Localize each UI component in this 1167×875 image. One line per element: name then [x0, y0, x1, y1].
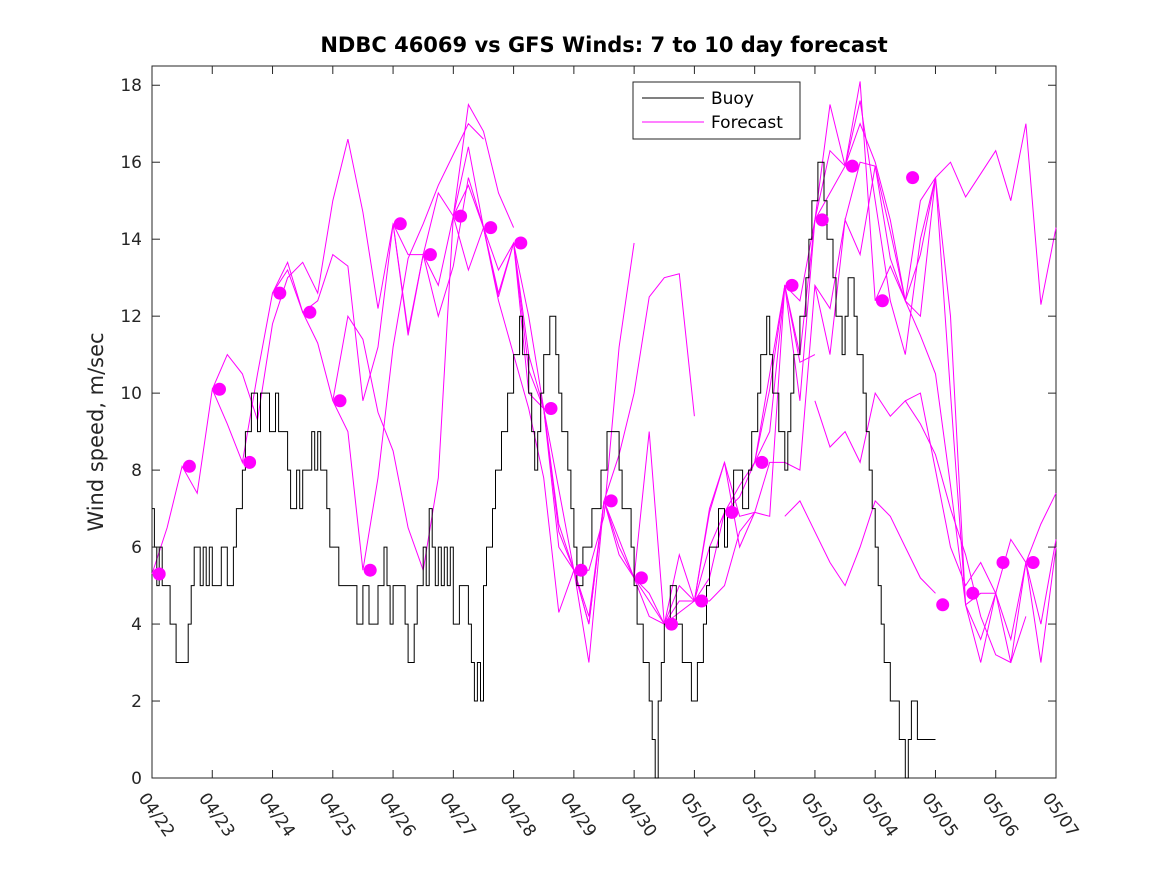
forecast-marker	[574, 563, 588, 577]
forecast-marker	[966, 586, 980, 600]
y-tick-label: 18	[120, 76, 142, 96]
y-tick-label: 0	[131, 769, 142, 789]
y-tick-label: 14	[120, 230, 142, 250]
forecast-marker	[695, 594, 709, 608]
y-tick-label: 8	[131, 461, 142, 481]
forecast-marker	[906, 171, 920, 185]
forecast-series-line-15	[814, 391, 1027, 664]
legend: Buoy Forecast	[632, 81, 801, 140]
forecast-marker	[725, 505, 739, 519]
forecast-marker	[484, 221, 498, 235]
chart-title: NDBC 46069 vs GFS Winds: 7 to 10 day for…	[320, 33, 887, 57]
legend-box	[632, 81, 801, 140]
legend-buoy-label: Buoy	[711, 89, 754, 109]
forecast-marker	[423, 248, 437, 262]
y-tick-label: 10	[120, 384, 142, 404]
forecast-series-line-11	[814, 165, 1057, 663]
forecast-marker	[213, 382, 226, 396]
legend-forecast-label: Forecast	[711, 113, 783, 133]
forecast-markers	[152, 159, 1040, 631]
forecast-marker	[182, 459, 196, 473]
forecast-marker	[393, 217, 407, 231]
forecast-marker	[634, 571, 648, 585]
forecast-series-line-0	[151, 122, 484, 575]
forecast-marker	[303, 305, 317, 319]
forecast-marker	[243, 455, 257, 469]
y-ticks: 0 2 4 6 8 10 12 14 16 18	[120, 76, 1056, 789]
forecast-marker	[875, 294, 889, 308]
forecast-marker	[996, 556, 1010, 569]
y-tick-label: 16	[120, 153, 142, 173]
forecast-marker	[514, 236, 528, 250]
axes-box	[151, 65, 1057, 779]
forecast-marker	[604, 494, 618, 508]
y-tick-label: 2	[131, 692, 142, 712]
forecast-marker	[544, 402, 558, 415]
forecast-marker	[454, 209, 468, 223]
y-axis-label: Wind speed, m/sec	[84, 332, 108, 531]
buoy-line-group	[152, 161, 936, 779]
forecast-series-line-12	[874, 123, 1057, 305]
forecast-marker	[363, 563, 377, 577]
forecast-series-line-14	[784, 499, 936, 594]
forecast-series-line-4	[392, 177, 695, 617]
forecast-marker	[755, 455, 769, 469]
forecast-marker	[936, 598, 950, 612]
forecast-marker	[333, 394, 347, 408]
y-tick-label: 12	[120, 307, 142, 327]
forecast-marker	[273, 286, 287, 300]
forecast-marker	[815, 213, 829, 227]
forecast-marker	[152, 567, 166, 581]
forecast-marker	[785, 278, 799, 292]
forecast-series-line-7	[573, 161, 876, 663]
y-tick-label: 4	[131, 615, 142, 635]
forecast-marker	[1026, 556, 1040, 569]
y-tick-label: 6	[131, 538, 142, 558]
forecast-lines	[151, 81, 1057, 664]
forecast-marker	[665, 617, 678, 631]
buoy-line	[152, 161, 936, 779]
forecast-series-line-1	[211, 102, 515, 421]
forecast-marker	[845, 159, 859, 173]
